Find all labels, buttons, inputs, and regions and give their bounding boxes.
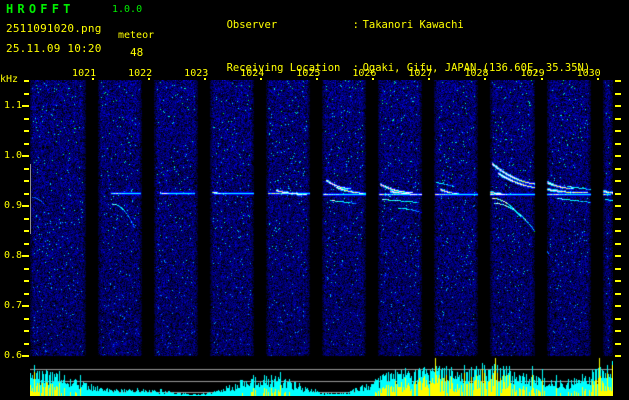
y-tick-right [615,92,621,95]
y-tick-minor [24,192,29,195]
y-tick-right [615,255,621,257]
y-tick-right [615,267,621,270]
x-axis-label: 1027 [408,68,433,79]
y-tick-right [615,280,621,282]
y-tick-right [615,305,621,307]
y-tick-major [22,255,29,257]
y-axis-label: 1.1 [3,100,22,111]
frequency-reference-marker [30,163,31,234]
y-tick-right [615,342,621,345]
info-row: Observer: Takanori Kawachi [176,3,590,47]
y-tick-major [22,105,29,107]
info-value: Takanori Kawachi [362,18,464,31]
x-axis-label: 1030 [576,68,601,79]
y-tick-minor [24,117,29,120]
y-tick-right [615,142,621,145]
y-axis-unit: kHz [0,74,19,85]
y-tick-right [615,167,621,170]
info-key: Observer [226,18,278,31]
y-tick-right [615,117,621,120]
y-tick-minor [24,317,29,320]
x-axis-label: 1025 [296,68,321,79]
info-value: Ogaki, Gifu, JAPAN (136.60E, 35.35N) [362,62,591,75]
y-tick-right [615,355,621,357]
x-axis-label: 1029 [520,68,545,79]
y-tick-right [615,105,621,107]
y-tick-minor [24,330,29,332]
app-title: HROFFT [6,2,75,16]
y-tick-right [615,317,621,320]
y-axis: 1.1 1.0 0.9 0.8 0.7 0.6 [0,72,30,396]
x-axis-label: 1021 [72,68,97,79]
x-axis-label: 1026 [352,68,377,79]
y-tick-minor [24,280,29,282]
y-tick-minor [24,267,29,270]
x-axis-label: 1028 [464,68,489,79]
y-axis-label: 0.6 [3,350,22,361]
app-version: 1.0.0 [112,4,143,15]
y-tick-right [615,230,621,232]
info-sep: : [352,18,359,31]
y-axis-label: 0.7 [3,300,22,311]
info-sep: : [352,62,359,75]
meteor-count: 48 [130,46,144,59]
x-axis-label: 1024 [240,68,265,79]
y-tick-minor [24,130,29,132]
y-tick-right [615,217,621,220]
y-tick-minor [24,292,29,295]
y-tick-major [22,155,29,157]
y-axis-label: 1.0 [3,150,22,161]
y-tick-major [22,305,29,307]
y-tick-right [615,130,621,132]
x-axis-label: 1023 [184,68,209,79]
info-row: Receiving Location: Ogaki, Gifu, JAPAN (1… [176,47,591,91]
y-tick-minor [24,180,29,182]
y-tick-major [22,205,29,207]
filename-label: 2511091020.png [6,22,102,35]
y-axis-label: 0.8 [3,250,22,261]
meteor-label: meteor [118,30,155,41]
y-tick-right [615,205,621,207]
y-tick-minor [24,342,29,345]
y-tick-right [615,180,621,182]
y-tick-right [615,155,621,157]
y-tick-right [615,80,621,82]
x-axis-label: 1022 [128,68,153,79]
y-tick-minor [24,167,29,170]
y-tick-minor [24,242,29,245]
spectrogram-canvas [30,80,613,396]
y-tick-minor [24,217,29,220]
y-tick-major [22,355,29,357]
y-tick-minor [24,92,29,95]
y-axis-label: 0.9 [3,200,22,211]
y-tick-minor [24,80,29,82]
y-tick-minor [24,142,29,145]
y-tick-right [615,292,621,295]
y-tick-minor [24,230,29,232]
y-tick-right [615,192,621,195]
right-axis-ticks [613,72,629,396]
datetime-label: 25.11.09 10:20 [6,42,102,55]
header-panel: HROFFT 1.0.0 2511091020.png 25.11.09 10:… [0,0,629,162]
y-tick-right [615,242,621,245]
spectrogram-plot[interactable] [30,80,613,396]
info-key: Receiving Location [226,62,341,75]
y-tick-right [615,330,621,332]
